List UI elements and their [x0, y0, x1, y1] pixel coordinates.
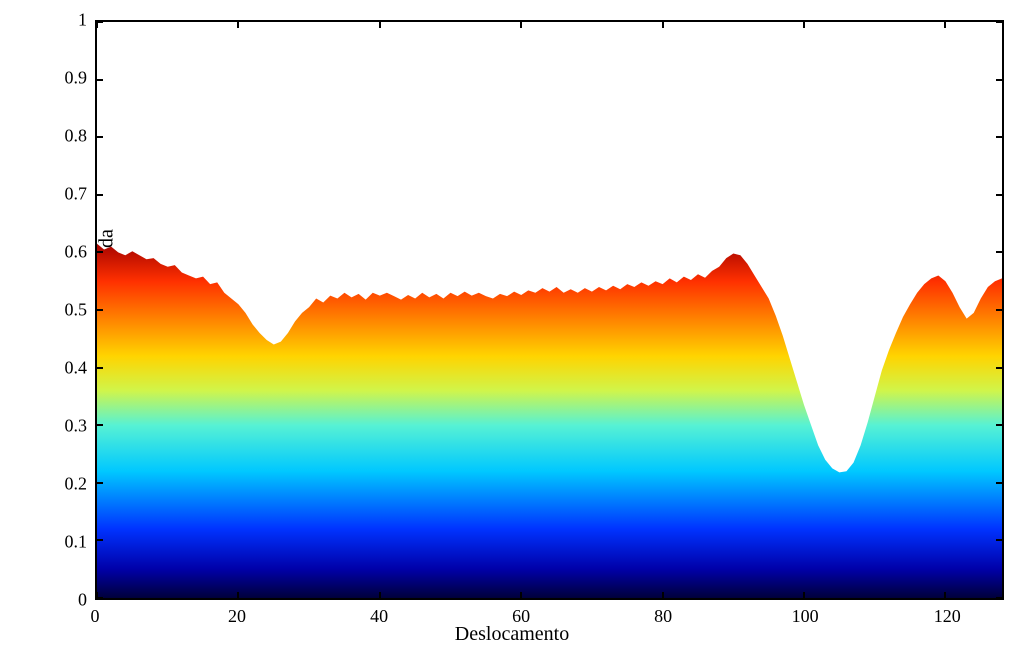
- y-tick-mark: [996, 136, 1002, 138]
- y-tick-mark: [97, 194, 103, 196]
- y-tick-mark: [996, 539, 1002, 541]
- x-tick-mark: [237, 592, 239, 598]
- x-tick-mark: [662, 22, 664, 28]
- y-tick-mark: [996, 367, 1002, 369]
- x-tick-mark: [379, 592, 381, 598]
- x-tick-mark: [96, 592, 98, 598]
- x-tick-mark: [379, 22, 381, 28]
- x-tick-mark: [662, 592, 664, 598]
- x-tick-mark: [803, 592, 805, 598]
- x-tick-mark: [803, 22, 805, 28]
- y-tick-label: 0.2: [65, 474, 96, 495]
- y-tick-mark: [97, 482, 103, 484]
- y-tick-label: 0.1: [65, 532, 96, 553]
- y-tick-label: 0.5: [65, 300, 96, 321]
- y-tick-mark: [97, 251, 103, 253]
- y-tick-mark: [996, 424, 1002, 426]
- y-tick-mark: [996, 482, 1002, 484]
- y-tick-mark: [996, 21, 1002, 23]
- y-tick-mark: [97, 539, 103, 541]
- y-tick-mark: [97, 367, 103, 369]
- x-tick-mark: [944, 22, 946, 28]
- y-tick-mark: [97, 424, 103, 426]
- y-tick-mark: [996, 309, 1002, 311]
- x-tick-mark: [944, 592, 946, 598]
- x-tick-mark: [237, 22, 239, 28]
- y-tick-mark: [996, 251, 1002, 253]
- x-tick-label: 60: [512, 600, 530, 627]
- y-tick-label: 0.6: [65, 242, 96, 263]
- x-tick-mark: [520, 592, 522, 598]
- plot-area: 00.10.20.30.40.50.60.70.80.9102040608010…: [95, 20, 1004, 600]
- y-tick-mark: [996, 194, 1002, 196]
- y-tick-label: 0.8: [65, 126, 96, 147]
- area-fill: [97, 22, 1002, 598]
- x-tick-mark: [520, 22, 522, 28]
- y-tick-label: 0.4: [65, 358, 96, 379]
- y-tick-mark: [97, 136, 103, 138]
- y-tick-mark: [97, 309, 103, 311]
- x-tick-label: 0: [91, 600, 100, 627]
- plot-box: [95, 20, 1004, 600]
- y-tick-label: 0.3: [65, 416, 96, 437]
- x-tick-label: 20: [228, 600, 246, 627]
- y-tick-mark: [996, 597, 1002, 599]
- y-tick-mark: [996, 79, 1002, 81]
- y-tick-mark: [97, 79, 103, 81]
- x-tick-label: 100: [792, 600, 819, 627]
- x-tick-label: 80: [654, 600, 672, 627]
- x-tick-label: 120: [934, 600, 961, 627]
- x-tick-mark: [96, 22, 98, 28]
- y-tick-label: 0.9: [65, 68, 96, 89]
- y-tick-label: 0.7: [65, 184, 96, 205]
- y-tick-label: 1: [78, 10, 95, 31]
- x-tick-label: 40: [370, 600, 388, 627]
